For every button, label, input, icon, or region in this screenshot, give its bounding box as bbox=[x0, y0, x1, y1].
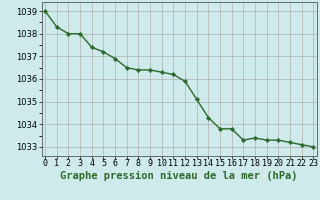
X-axis label: Graphe pression niveau de la mer (hPa): Graphe pression niveau de la mer (hPa) bbox=[60, 171, 298, 181]
